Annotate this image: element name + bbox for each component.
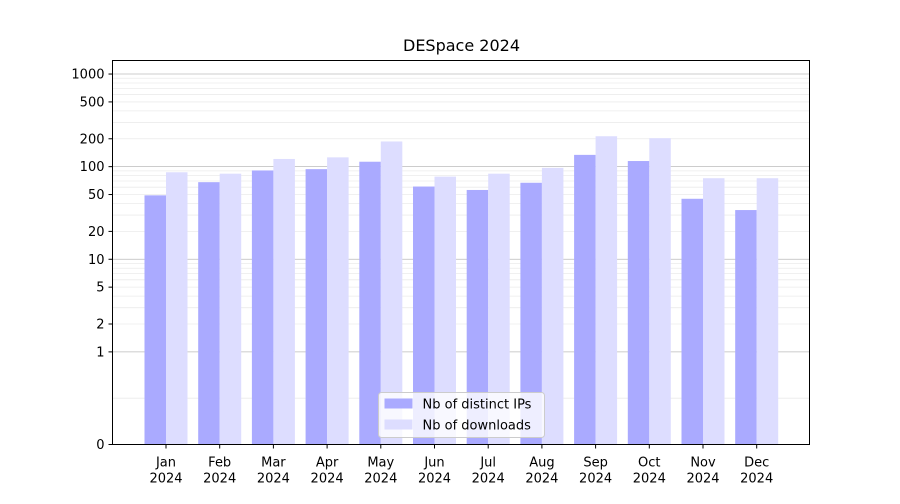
- bar-distinct-ips: [144, 195, 166, 445]
- y-tick-label: 200: [80, 132, 105, 147]
- bar-downloads: [273, 158, 295, 445]
- x-tick-label: Mar 2024: [257, 456, 290, 487]
- y-tick-label: 20: [88, 225, 105, 240]
- legend-label: Nb of downloads: [423, 419, 532, 434]
- y-tick-label: 1: [96, 345, 104, 360]
- bar-distinct-ips: [466, 189, 489, 445]
- y-tick-label: 50: [88, 188, 105, 203]
- bar-distinct-ips: [413, 186, 435, 445]
- bar-distinct-ips: [305, 169, 328, 445]
- bars: [144, 136, 779, 445]
- y-tick-label: 1000: [71, 68, 104, 83]
- y-tick-label: 500: [80, 95, 105, 110]
- bar-distinct-ips: [574, 154, 596, 445]
- bar-downloads: [541, 167, 564, 445]
- bar-distinct-ips: [627, 161, 650, 445]
- legend-swatch: [384, 398, 413, 409]
- bar-downloads: [434, 176, 456, 445]
- bar-distinct-ips: [681, 198, 703, 445]
- y-tick-label: 10: [88, 253, 105, 268]
- chart-title: DESpace 2024: [403, 36, 520, 55]
- x-tick-label: Feb 2024: [203, 456, 236, 487]
- plot-frame: [112, 60, 810, 445]
- bar-downloads: [488, 173, 510, 445]
- y-tick-label: 0: [96, 438, 104, 453]
- x-tick-label: Jun 2024: [418, 456, 451, 487]
- x-tick-label: Apr 2024: [311, 456, 344, 487]
- bar-distinct-ips: [251, 170, 274, 445]
- x-tick-label: Aug 2024: [525, 456, 558, 487]
- y-axis: 0 1 2 5 10 20 50 100 200 500 1000: [71, 68, 113, 453]
- x-tick-label: Oct 2024: [633, 456, 666, 487]
- y-tick-label: 2: [96, 318, 104, 333]
- bar-downloads: [595, 136, 618, 445]
- bar-downloads: [166, 172, 188, 445]
- x-axis: Jan 2024 Feb 2024 Mar 2024 Apr 2024 May 2024 Jun 20…: [149, 444, 773, 487]
- x-tick-label: Sep 2024: [579, 456, 612, 487]
- legend-box: [378, 392, 545, 438]
- x-tick-label: Nov 2024: [686, 456, 719, 487]
- bar-downloads: [649, 138, 671, 445]
- bar-distinct-ips: [520, 182, 542, 445]
- bar-downloads: [380, 141, 403, 445]
- bar-downloads: [756, 178, 779, 445]
- bar-distinct-ips: [735, 210, 757, 445]
- bar-downloads: [703, 178, 725, 445]
- x-tick-label: Jul 2024: [472, 456, 505, 487]
- x-tick-label: May 2024: [364, 456, 397, 487]
- bar-downloads: [219, 173, 242, 445]
- y-tick-label: 5: [96, 281, 104, 296]
- x-tick-label: Dec 2024: [740, 456, 773, 487]
- legend: Nb of distinct IPs Nb of downloads: [378, 392, 545, 438]
- legend-swatch: [384, 419, 413, 430]
- legend-label: Nb of distinct IPs: [423, 398, 532, 413]
- y-tick-label: 100: [80, 160, 105, 175]
- bar-distinct-ips: [359, 161, 381, 445]
- x-tick-label: Jan 2024: [149, 456, 182, 487]
- bar-downloads: [327, 157, 349, 445]
- bar-distinct-ips: [198, 182, 220, 445]
